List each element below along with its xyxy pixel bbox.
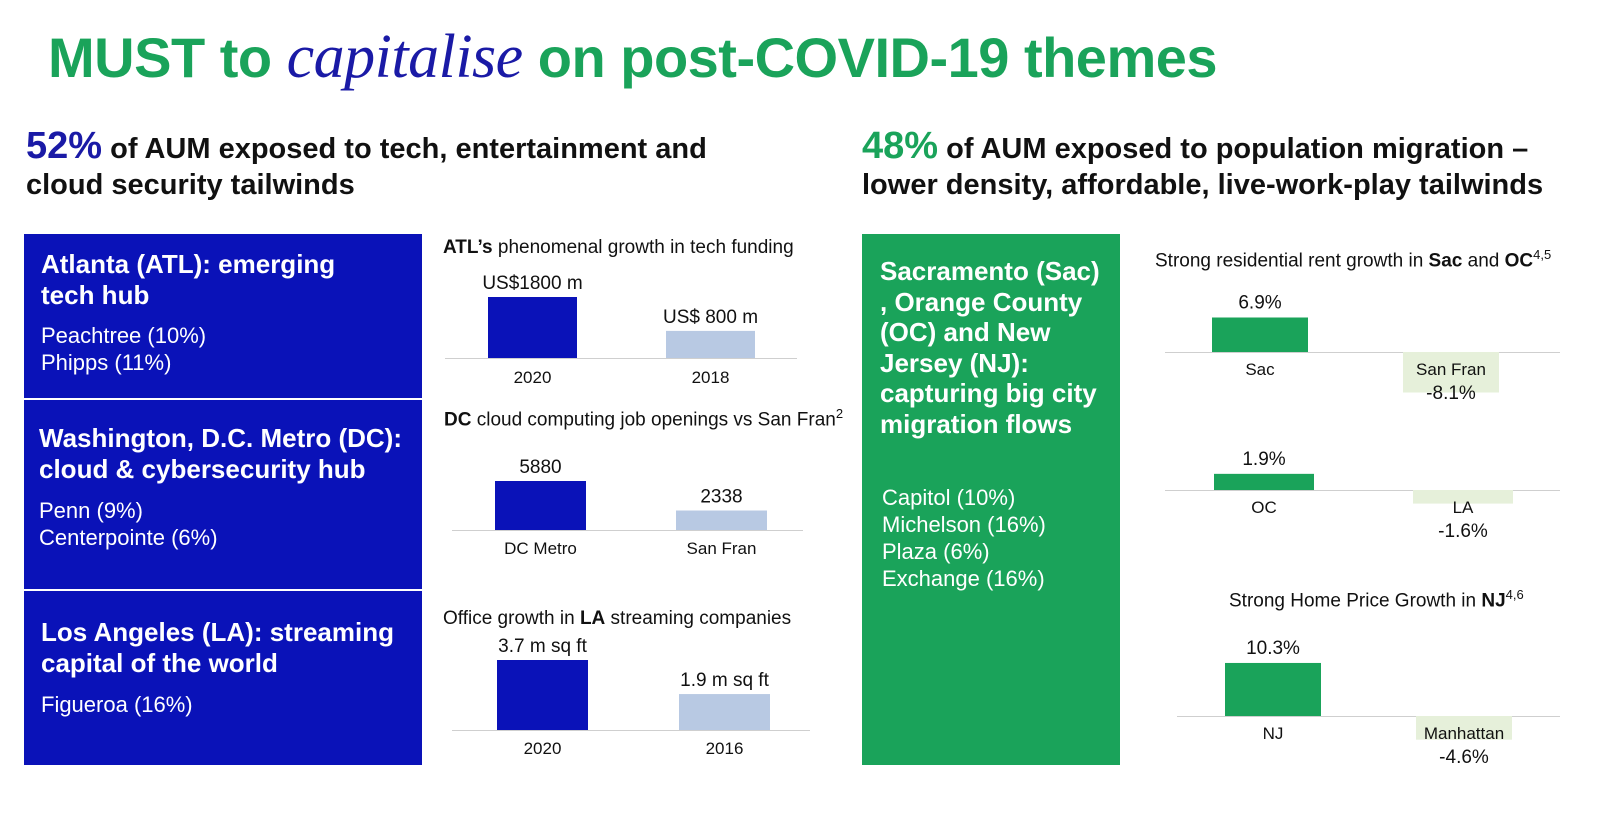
sac-data-label: -8.1% (1426, 383, 1476, 404)
atl-category-label: 2020 (514, 368, 552, 387)
migration-box-title: Sacramento (Sac) , Orange County (OC) an… (880, 256, 1100, 439)
home-chart-title: Strong Home Price Growth in NJ4,6 (1229, 587, 1524, 612)
sac-bar (1403, 352, 1499, 393)
dc-data-label: 5880 (519, 457, 561, 478)
dc-data-label: 2338 (700, 487, 742, 508)
nj-category-label: NJ (1263, 724, 1284, 743)
la-chart-title: Office growth in LA streaming companies (443, 608, 792, 629)
atl-data-label: US$1800 m (482, 273, 582, 294)
nj-data-label: -4.6% (1439, 747, 1489, 768)
atl-bar (488, 297, 577, 358)
la-box-title: Los Angeles (LA): streaming capital of t… (41, 617, 394, 678)
title-part2: on post-COVID-19 themes (522, 26, 1218, 89)
sac-category-label: Sac (1245, 360, 1275, 379)
atl-item: Phipps (11%) (41, 350, 172, 375)
right-heading-text: of AUM exposed to population migration –… (862, 133, 1544, 201)
page-title: MUST to capitalise on post-COVID-19 them… (48, 22, 1218, 93)
dc-box: Washington, D.C. Metro (DC): cloud & cyb… (24, 400, 422, 589)
right-heading: 48% of AUM exposed to population migrati… (862, 125, 1612, 203)
la-data-label: 3.7 m sq ft (498, 636, 587, 657)
sac-category-label: San Fran (1416, 360, 1486, 379)
right-heading-pct: 48% (862, 125, 939, 167)
atl-box-title: Atlanta (ATL): emerging tech hub (41, 249, 336, 310)
dc-box-title: Washington, D.C. Metro (DC): cloud & cyb… (39, 423, 402, 484)
title-italic: capitalise (286, 23, 524, 91)
atl-chart-title: ATL’s phenomenal growth in tech funding (443, 237, 794, 258)
atl-item: Peachtree (10%) (41, 323, 207, 348)
atl-category-label: 2018 (692, 368, 730, 387)
atl-box: Atlanta (ATL): emerging tech hub Peachtr… (24, 234, 422, 398)
left-heading-pct: 52% (26, 125, 103, 167)
la-item: Figueroa (16%) (41, 692, 193, 717)
migration-item: Michelson (16%) (882, 512, 1046, 537)
oc-category-label: LA (1453, 498, 1474, 517)
la-category-label: 2016 (706, 739, 744, 758)
nj-bar (1416, 716, 1512, 740)
dc-item: Penn (9%) (39, 498, 143, 523)
atl-bar (666, 330, 755, 358)
atl-data-label: US$ 800 m (663, 307, 758, 328)
oc-data-label: 1.9% (1242, 449, 1285, 470)
title-part1: MUST to (48, 26, 287, 89)
oc-bar (1214, 473, 1314, 490)
left-heading-text: of AUM exposed to tech, entertainment an… (26, 133, 707, 201)
left-heading: 52% of AUM exposed to tech, entertainmen… (26, 125, 786, 203)
dc-bar (676, 510, 767, 530)
dc-category-label: DC Metro (504, 539, 577, 558)
la-bar (497, 660, 588, 730)
sac-bar (1212, 317, 1308, 352)
nj-bar (1225, 662, 1321, 716)
la-category-label: 2020 (524, 739, 562, 758)
migration-box: Sacramento (Sac) , Orange County (OC) an… (862, 234, 1120, 765)
la-data-label: 1.9 m sq ft (680, 670, 769, 691)
oc-category-label: OC (1251, 498, 1277, 517)
dc-bar (495, 481, 586, 530)
dc-item: Centerpointe (6%) (39, 525, 218, 550)
la-box: Los Angeles (LA): streaming capital of t… (24, 591, 422, 765)
la-bar (679, 694, 770, 730)
dc-category-label: San Fran (687, 539, 757, 558)
nj-data-label: 10.3% (1246, 638, 1300, 659)
oc-data-label: -1.6% (1438, 521, 1488, 542)
migration-item: Capitol (10%) (882, 485, 1016, 510)
dc-chart-title: DC cloud computing job openings vs San F… (444, 406, 844, 431)
sac-data-label: 6.9% (1238, 293, 1281, 314)
nj-category-label: Manhattan (1424, 724, 1504, 743)
oc-bar (1413, 490, 1513, 504)
migration-item: Plaza (6%) (882, 539, 990, 564)
migration-item: Exchange (16%) (882, 566, 1045, 591)
rent-chart-title: Strong residential rent growth in Sac an… (1155, 247, 1552, 272)
